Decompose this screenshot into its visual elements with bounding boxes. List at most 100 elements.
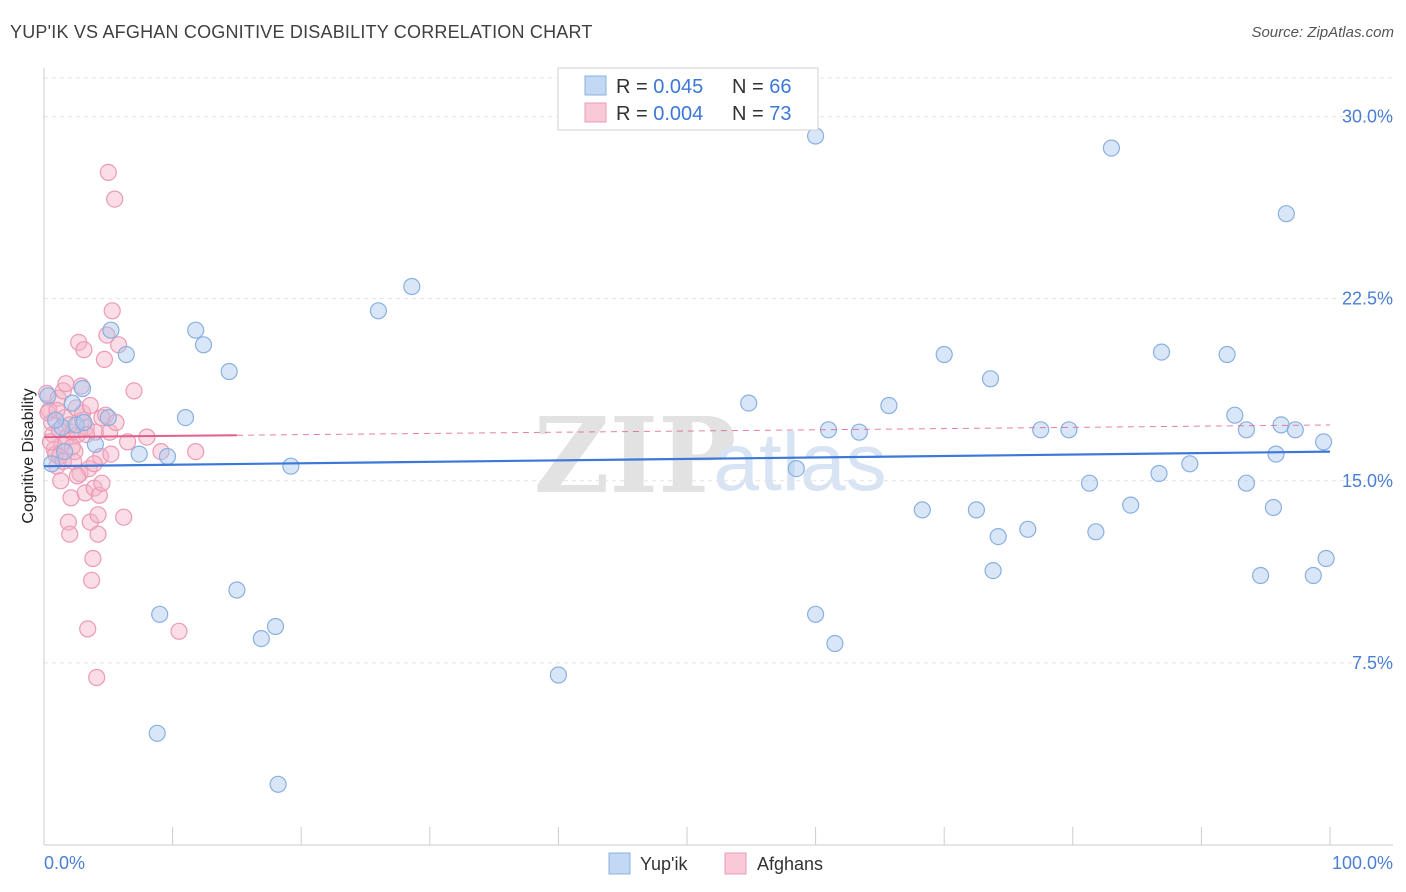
axes bbox=[43, 68, 1393, 846]
yupik-point bbox=[46, 411, 65, 429]
data-points bbox=[37, 127, 1335, 793]
yupik-point bbox=[787, 460, 805, 478]
legend-n-label-yupik: N = bbox=[732, 76, 769, 98]
svg-text:R = 0.045: R = 0.045 bbox=[616, 76, 703, 98]
x-tick-labels: 0.0% 100.0% bbox=[44, 853, 1393, 873]
y-tick-label: 15.0% bbox=[1342, 471, 1393, 491]
yupik-point bbox=[1267, 445, 1285, 463]
yupik-point bbox=[117, 345, 135, 364]
legend-r-value-yupik: 0.045 bbox=[653, 76, 703, 98]
afghans-point bbox=[61, 525, 79, 543]
yupik-point bbox=[1226, 406, 1244, 424]
yupik-point bbox=[935, 345, 953, 364]
yupik-point bbox=[252, 629, 270, 648]
yupik-point bbox=[984, 561, 1002, 580]
yupik-point bbox=[850, 423, 868, 441]
yupik-point bbox=[369, 302, 387, 320]
afghans-point bbox=[88, 668, 106, 687]
watermark-atlas: atlas bbox=[713, 417, 886, 508]
legend-swatch-afghans bbox=[584, 102, 607, 123]
yupik-point bbox=[1032, 421, 1050, 439]
grid-lines bbox=[44, 77, 1393, 664]
yupik-point bbox=[1019, 520, 1037, 538]
yupik-point bbox=[55, 443, 74, 461]
yupik-point bbox=[266, 617, 285, 636]
y-tick-label: 22.5% bbox=[1342, 289, 1393, 309]
yupik-point bbox=[1087, 523, 1105, 541]
y-tick-label: 30.0% bbox=[1342, 107, 1393, 127]
yupik-point bbox=[228, 581, 246, 599]
yupik-point bbox=[1264, 498, 1283, 517]
afghans-point bbox=[93, 474, 111, 492]
x-tick-label-max: 100.0% bbox=[1332, 853, 1393, 873]
yupik-point bbox=[194, 336, 213, 354]
legend-r-label-afghans: R = bbox=[616, 103, 653, 125]
bottom-legend: Yup'ik Afghans bbox=[608, 852, 823, 875]
yupik-point bbox=[148, 724, 166, 742]
legend-r-value-afghans: 0.004 bbox=[653, 103, 703, 125]
yupik-point bbox=[1277, 205, 1295, 223]
afghans-point bbox=[68, 467, 87, 485]
yupik-point bbox=[806, 605, 825, 623]
bottom-legend-label-afghans: Afghans bbox=[757, 854, 823, 874]
svg-text:N = 66: N = 66 bbox=[732, 76, 792, 98]
yupik-point bbox=[1122, 496, 1140, 514]
yupik-point bbox=[981, 370, 1000, 388]
afghans-point bbox=[103, 302, 121, 320]
yupik-point bbox=[102, 321, 120, 339]
yupik-point bbox=[913, 501, 931, 519]
y-axis-label: Cognitive Disability bbox=[20, 388, 37, 523]
bottom-legend-label-yupik: Yup'ik bbox=[640, 854, 688, 874]
yupik-point bbox=[39, 387, 57, 405]
afghans-point bbox=[118, 433, 137, 451]
legend-n-label-afghans: N = bbox=[732, 103, 769, 125]
yupik-point bbox=[1237, 474, 1256, 492]
yupik-point bbox=[1237, 421, 1256, 439]
afghans-point bbox=[79, 620, 97, 638]
legend-r-label-yupik: R = bbox=[616, 76, 653, 98]
legend-swatch-yupik bbox=[584, 75, 607, 96]
yupik-point bbox=[826, 634, 844, 653]
afghans-point bbox=[57, 375, 75, 393]
yupik-point bbox=[1060, 421, 1078, 439]
afghans-point bbox=[106, 190, 124, 208]
afghans-point bbox=[81, 396, 99, 415]
afghans-point bbox=[95, 350, 114, 368]
afghans-point bbox=[84, 549, 102, 568]
yupik-point bbox=[1080, 474, 1099, 492]
chart-title: YUP'IK VS AFGHAN COGNITIVE DISABILITY CO… bbox=[10, 22, 593, 42]
top-legend: R = 0.045 N = 66 R = 0.004 N = 73 bbox=[557, 67, 819, 131]
yupik-point bbox=[176, 409, 195, 427]
afghans-point bbox=[52, 472, 70, 490]
trend-lines bbox=[43, 424, 1331, 468]
afghans-trend-line-solid bbox=[43, 434, 237, 439]
svg-text:N = 73: N = 73 bbox=[732, 103, 792, 125]
afghans-point bbox=[187, 443, 205, 461]
afghans-point bbox=[85, 455, 103, 473]
yupik-point bbox=[75, 413, 93, 432]
legend-n-value-afghans: 73 bbox=[769, 103, 791, 125]
yupik-point bbox=[1317, 549, 1335, 568]
yupik-point bbox=[880, 396, 898, 415]
bottom-legend-swatch-afghans bbox=[724, 852, 747, 875]
afghans-point bbox=[102, 445, 120, 463]
yupik-point bbox=[1102, 139, 1121, 157]
watermark: ZIP atlas bbox=[534, 394, 887, 517]
afghans-point bbox=[89, 525, 107, 543]
afghans-point bbox=[99, 163, 117, 181]
afghans-point bbox=[170, 622, 188, 640]
yupik-point bbox=[549, 666, 568, 684]
yupik-trend-line bbox=[43, 450, 1331, 468]
yupik-point bbox=[1218, 345, 1236, 364]
y-tick-labels: 7.5% 15.0% 22.5% 30.0% bbox=[1342, 107, 1393, 673]
chart-source: Source: ZipAtlas.com bbox=[1251, 24, 1394, 41]
yupik-point bbox=[1314, 433, 1333, 451]
afghans-point bbox=[75, 341, 93, 359]
yupik-point bbox=[63, 394, 81, 412]
afghans-point bbox=[115, 508, 133, 526]
yupik-point bbox=[86, 435, 105, 453]
yupik-point bbox=[220, 362, 238, 381]
yupik-point bbox=[989, 527, 1007, 546]
bottom-legend-swatch-yupik bbox=[608, 852, 631, 875]
